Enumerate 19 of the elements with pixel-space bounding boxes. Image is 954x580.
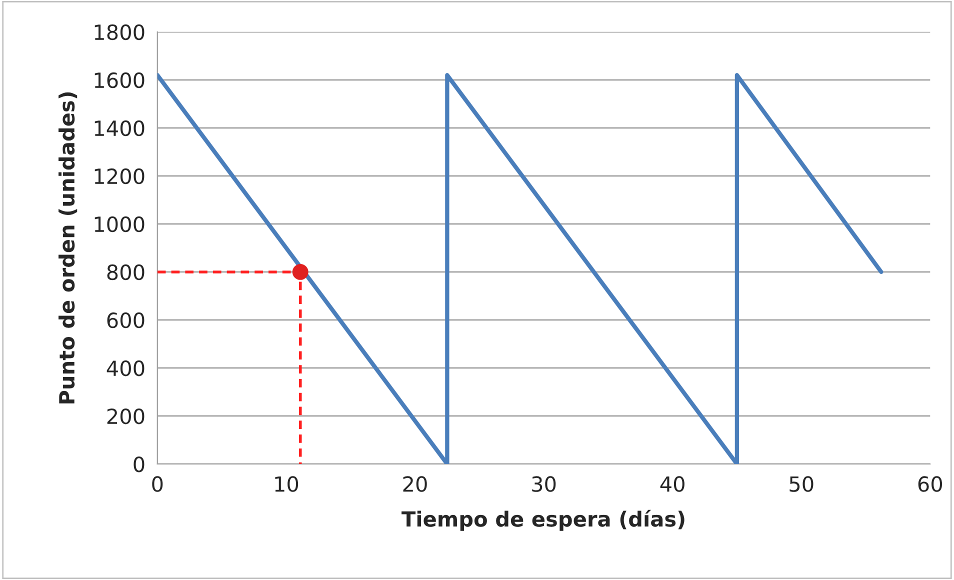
- y-tick-label: 1400: [94, 120, 144, 136]
- y-tick-label: 600: [107, 312, 144, 328]
- y-tick-label: 800: [107, 264, 144, 280]
- y-tick-label: 1200: [94, 168, 144, 184]
- x-tick-label: 30: [532, 476, 556, 492]
- x-tick-label: 40: [660, 476, 684, 492]
- x-tick-label: 0: [152, 476, 163, 492]
- y-tick-label: 400: [106, 360, 144, 376]
- x-tick-label: 20: [403, 476, 427, 492]
- y-tick-label: 1600: [94, 72, 144, 88]
- x-tick-label: 10: [275, 476, 298, 492]
- x-tick-label: 60: [918, 476, 942, 492]
- x-tick-label: 50: [790, 476, 814, 492]
- x-axis-title: Tiempo de espera (días): [402, 510, 684, 531]
- y-tick-label: 1000: [94, 216, 144, 232]
- y-tick-label: 0: [134, 456, 144, 472]
- y-axis-title: Punto de orden (unidades): [58, 92, 78, 404]
- y-tick-label: 1800: [94, 24, 144, 40]
- y-tick-label: 200: [107, 408, 144, 424]
